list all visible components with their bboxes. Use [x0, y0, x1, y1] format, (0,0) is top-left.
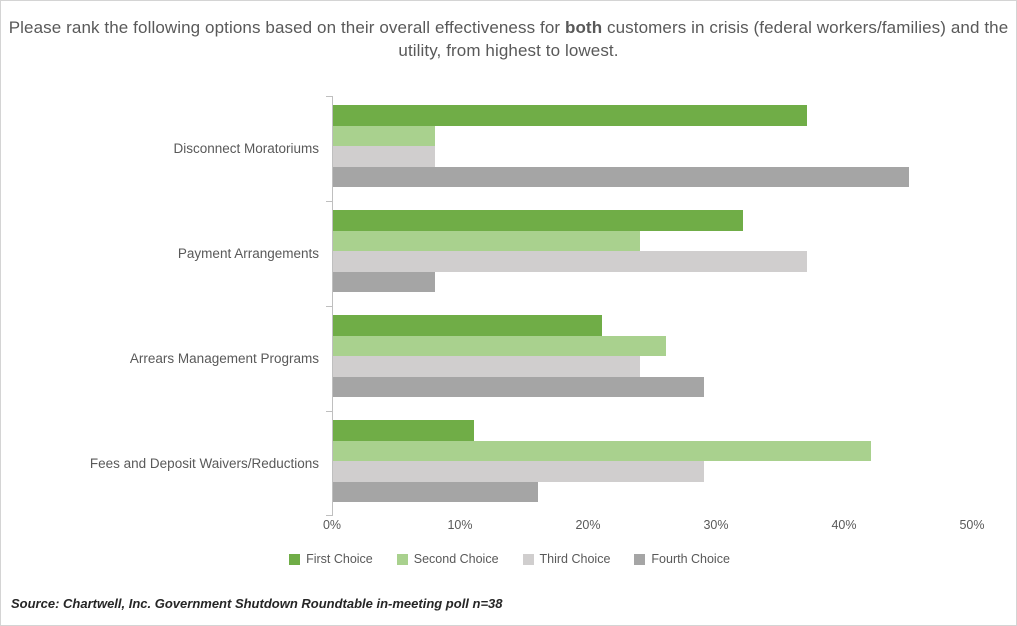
- chart-title: Please rank the following options based …: [1, 16, 1016, 62]
- category-row-payment-arrangements: Payment Arrangements: [1, 201, 1016, 306]
- x-tick-label: 50%: [959, 518, 985, 532]
- category-label: Payment Arrangements: [177, 246, 319, 261]
- bar-third-choice: [333, 251, 807, 272]
- bar-third-choice: [333, 146, 436, 167]
- legend-label: Second Choice: [413, 552, 499, 566]
- chart-title-prefix: Please rank the following options based …: [8, 18, 565, 37]
- bar-first-choice: [333, 420, 474, 441]
- bar-first-choice: [333, 210, 743, 231]
- legend-item-third-choice: Third Choice: [522, 552, 611, 566]
- bar-second-choice: [333, 125, 436, 146]
- plot-area: Disconnect Moratoriums Payment Arrangemen…: [1, 96, 1016, 516]
- bar-first-choice: [333, 105, 807, 126]
- bar-second-choice: [333, 230, 641, 251]
- legend-swatch-icon: [289, 553, 301, 565]
- y-axis-tick: [326, 411, 332, 412]
- chart-title-bold-word: both: [564, 18, 603, 37]
- x-axis: 0% 10% 20% 30% 40% 50%: [1, 518, 1016, 536]
- legend-swatch-icon: [522, 553, 534, 565]
- legend-label: Third Choice: [539, 552, 611, 566]
- legend-label: Fourth Choice: [651, 552, 730, 566]
- chart-title-suffix: customers in crisis (federal workers/fam…: [398, 18, 1009, 60]
- x-tick-label: 10%: [447, 518, 473, 532]
- bar-second-choice: [333, 335, 666, 356]
- y-axis-tick: [326, 201, 332, 202]
- category-label: Arrears Management Programs: [129, 351, 319, 366]
- y-axis-tick: [326, 306, 332, 307]
- legend-item-first-choice: First Choice: [289, 552, 373, 566]
- x-tick-label: 0%: [322, 518, 342, 532]
- bar-third-choice: [333, 461, 705, 482]
- bar-second-choice: [333, 440, 871, 461]
- bar-fourth-choice: [333, 481, 538, 502]
- category-row-disconnect-moratoriums: Disconnect Moratoriums: [1, 96, 1016, 201]
- category-row-arrears-management-programs: Arrears Management Programs: [1, 306, 1016, 411]
- legend-item-second-choice: Second Choice: [396, 552, 499, 566]
- legend-swatch-icon: [396, 553, 408, 565]
- bar-fourth-choice: [333, 376, 705, 397]
- category-label: Disconnect Moratoriums: [173, 141, 319, 156]
- x-tick-label: 30%: [703, 518, 729, 532]
- source-note: Source: Chartwell, Inc. Government Shutd…: [11, 596, 503, 611]
- legend-label: First Choice: [306, 552, 373, 566]
- y-axis-tick: [326, 515, 332, 516]
- legend: First Choice Second Choice Third Choice Fou…: [1, 549, 1016, 569]
- bar-first-choice: [333, 315, 602, 336]
- category-row-fees-and-deposit-waivers-reductions: Fees and Deposit Waivers/Reductions: [1, 411, 1016, 516]
- bar-fourth-choice: [333, 166, 909, 187]
- category-label: Fees and Deposit Waivers/Reductions: [89, 456, 319, 471]
- y-axis-line: [332, 96, 333, 516]
- bar-fourth-choice: [333, 271, 436, 292]
- x-tick-label: 20%: [575, 518, 601, 532]
- bar-third-choice: [333, 356, 641, 377]
- x-tick-label: 40%: [831, 518, 857, 532]
- legend-swatch-icon: [634, 553, 646, 565]
- legend-item-fourth-choice: Fourth Choice: [634, 552, 730, 566]
- y-axis-tick: [326, 96, 332, 97]
